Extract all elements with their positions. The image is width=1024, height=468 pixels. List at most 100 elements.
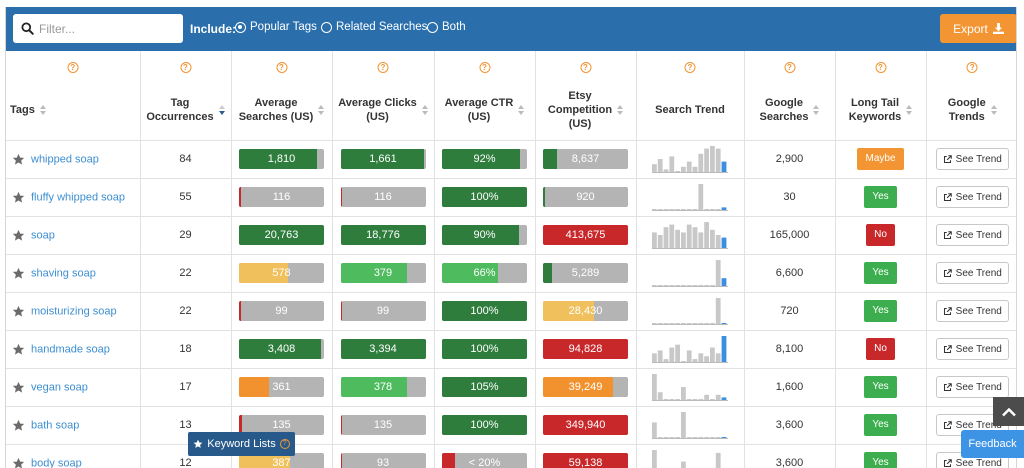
trend-bar bbox=[692, 437, 698, 438]
average-clicks-bar-fill bbox=[340, 377, 407, 397]
see-trend-button[interactable]: See Trend bbox=[935, 186, 1009, 208]
etsy-competition-bar: 349,940 bbox=[543, 415, 628, 435]
star-icon[interactable] bbox=[12, 305, 25, 318]
trend-bar bbox=[681, 209, 686, 210]
tag-link[interactable]: whipped soap bbox=[31, 153, 99, 165]
tag-link[interactable]: shaving soap bbox=[31, 267, 96, 279]
trend-bar bbox=[675, 344, 680, 362]
feedback-button[interactable]: Feedback bbox=[961, 430, 1024, 458]
sort-desc-icon[interactable] bbox=[218, 105, 225, 115]
help-icon[interactable]: ? bbox=[279, 439, 290, 449]
help-icon[interactable]: ? bbox=[67, 62, 79, 73]
average-clicks-cell: 135 bbox=[332, 406, 435, 445]
trend-bar bbox=[715, 235, 721, 248]
trend-bar bbox=[669, 285, 675, 286]
scroll-to-top-button[interactable] bbox=[993, 397, 1024, 426]
col-long-tail-keywords[interactable]: ? Long Tail Keywords bbox=[835, 51, 927, 141]
help-icon[interactable]: ? bbox=[580, 62, 591, 73]
radio-button[interactable] bbox=[235, 21, 246, 33]
star-icon[interactable] bbox=[12, 419, 25, 432]
star-icon[interactable] bbox=[12, 229, 25, 242]
filter-input[interactable] bbox=[39, 21, 179, 36]
help-icon[interactable]: ? bbox=[684, 62, 696, 73]
radio-popular-tags[interactable]: Popular Tags bbox=[235, 21, 317, 33]
header-label: Search Trend bbox=[655, 104, 725, 116]
col-average-searches[interactable]: ? Average Searches (US) bbox=[231, 51, 333, 141]
search-trend-cell bbox=[636, 406, 745, 445]
trend-bar bbox=[681, 461, 686, 468]
col-google-searches[interactable]: ? Google Searches bbox=[744, 51, 836, 141]
tag-link[interactable]: fluffy whipped soap bbox=[31, 191, 125, 203]
radio-label: Both bbox=[442, 21, 466, 33]
sort-icon[interactable] bbox=[421, 105, 428, 115]
tag-occurrences-cell: 18 bbox=[140, 330, 232, 369]
see-trend-label: See Trend bbox=[955, 457, 1002, 468]
sort-icon[interactable] bbox=[990, 105, 997, 115]
help-icon[interactable]: ? bbox=[377, 62, 389, 73]
col-search-trend: ? Search Trend bbox=[636, 51, 745, 141]
star-icon[interactable] bbox=[12, 191, 25, 204]
see-trend-button[interactable]: See Trend bbox=[935, 376, 1009, 398]
col-etsy-competition[interactable]: ? Etsy Competition (US) bbox=[535, 51, 637, 141]
radio-both[interactable]: Both bbox=[427, 21, 466, 33]
header-label: Average Searches (US) bbox=[238, 97, 314, 123]
etsy-competition-bar: 28,430 bbox=[543, 301, 628, 321]
see-trend-button[interactable]: See Trend bbox=[935, 338, 1009, 360]
table-row: handmade soap 18 3,408 3,394 100% 94,828 8,100… bbox=[6, 330, 1016, 369]
col-tag-occurrences[interactable]: ? Tag Occurrences bbox=[140, 51, 232, 141]
filter-box[interactable] bbox=[13, 14, 183, 43]
help-icon[interactable]: ? bbox=[479, 62, 490, 73]
star-icon[interactable] bbox=[12, 267, 25, 280]
col-google-trends[interactable]: ? Google Trends bbox=[926, 51, 1016, 141]
average-clicks-cell: 116 bbox=[332, 178, 435, 217]
trend-bar bbox=[704, 323, 709, 324]
tag-link[interactable]: moisturizing soap bbox=[31, 305, 117, 317]
trend-bar bbox=[681, 412, 686, 438]
help-icon[interactable]: ? bbox=[180, 62, 191, 73]
help-icon[interactable]: ? bbox=[784, 62, 795, 73]
help-icon[interactable]: ? bbox=[966, 62, 978, 73]
sort-icon[interactable] bbox=[617, 105, 624, 115]
average-searches-cell: 20,763 bbox=[231, 216, 333, 255]
star-icon[interactable] bbox=[12, 153, 25, 166]
sort-icon[interactable] bbox=[813, 105, 820, 115]
trend-bar bbox=[698, 153, 704, 172]
col-average-clicks[interactable]: ? Average Clicks (US) bbox=[332, 51, 435, 141]
star-icon[interactable] bbox=[12, 381, 25, 394]
tag-link[interactable]: body soap bbox=[31, 457, 82, 468]
see-trend-button[interactable]: See Trend bbox=[935, 148, 1009, 170]
sort-icon[interactable] bbox=[39, 105, 46, 115]
tag-link[interactable]: bath soap bbox=[31, 419, 80, 431]
tag-link[interactable]: handmade soap bbox=[31, 343, 110, 355]
trend-bar bbox=[663, 209, 669, 210]
trend-bar bbox=[721, 278, 727, 286]
tag-link[interactable]: vegan soap bbox=[31, 381, 88, 393]
search-trend-sparkline bbox=[652, 260, 728, 287]
star-icon[interactable] bbox=[12, 457, 25, 468]
radio-button[interactable] bbox=[427, 21, 438, 33]
sort-icon[interactable] bbox=[906, 105, 913, 115]
feedback-label: Feedback bbox=[968, 438, 1017, 450]
see-trend-button[interactable]: See Trend bbox=[935, 300, 1009, 322]
help-icon[interactable]: ? bbox=[875, 62, 886, 73]
help-icon[interactable]: ? bbox=[276, 62, 287, 73]
see-trend-button[interactable]: See Trend bbox=[935, 224, 1009, 246]
header-label: Google Trends bbox=[947, 97, 986, 123]
sort-icon[interactable] bbox=[318, 105, 325, 115]
etsy-competition-value: 59,138 bbox=[568, 457, 603, 468]
col-average-ctr[interactable]: ? Average CTR (US) bbox=[434, 51, 536, 141]
average-clicks-value: 1,661 bbox=[369, 153, 397, 165]
star-icon[interactable] bbox=[12, 343, 25, 356]
trend-bar bbox=[721, 437, 727, 438]
export-button[interactable]: Export bbox=[940, 14, 1016, 43]
sort-icon[interactable] bbox=[518, 105, 525, 115]
radio-related-searches[interactable]: Related Searches bbox=[321, 21, 427, 33]
tag-occurrences-cell: 29 bbox=[140, 216, 232, 255]
radio-button[interactable] bbox=[321, 21, 332, 33]
col-tags[interactable]: ? Tags bbox=[6, 51, 141, 141]
see-trend-button[interactable]: See Trend bbox=[935, 262, 1009, 284]
star-icon bbox=[193, 439, 203, 448]
average-ctr-bar: 100% bbox=[442, 339, 527, 359]
tag-link[interactable]: soap bbox=[31, 229, 55, 241]
keyword-lists-button[interactable]: Keyword Lists ? bbox=[188, 432, 295, 456]
